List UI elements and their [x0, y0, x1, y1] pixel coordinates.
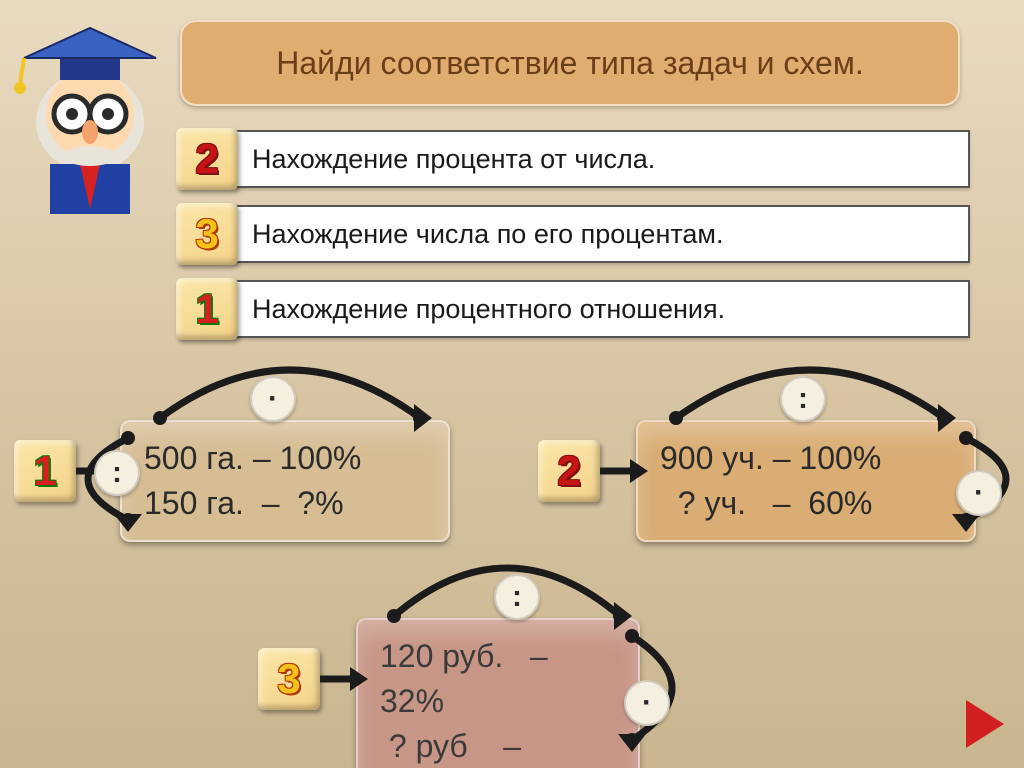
operator-badge: :	[94, 450, 140, 496]
operator-badge: ·	[956, 470, 1002, 516]
operator-badge: :	[494, 574, 540, 620]
arc-arrow	[0, 0, 1024, 768]
operator-badge: ·	[250, 376, 296, 422]
operator-badge: :	[780, 376, 826, 422]
operator-badge: ·	[624, 680, 670, 726]
